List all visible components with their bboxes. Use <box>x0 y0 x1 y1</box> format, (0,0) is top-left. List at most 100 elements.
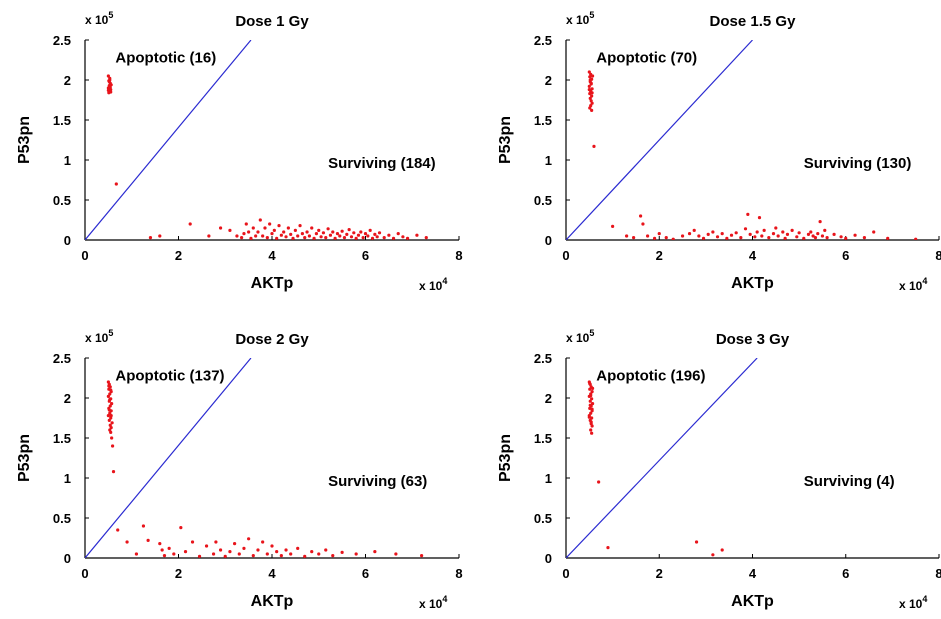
y-tick-label: 0.5 <box>53 511 71 526</box>
data-point <box>632 236 636 240</box>
data-point <box>589 99 593 103</box>
data-point <box>886 236 890 240</box>
data-point <box>310 226 314 230</box>
data-point <box>291 236 295 240</box>
data-point <box>590 87 594 91</box>
y-tick-label: 2 <box>545 73 552 88</box>
data-point <box>664 236 668 240</box>
data-point <box>415 233 419 237</box>
data-point <box>818 220 822 224</box>
annotation: Surviving (4) <box>804 473 895 490</box>
data-points <box>587 380 724 557</box>
data-point <box>588 78 592 82</box>
data-point <box>781 230 785 234</box>
data-point <box>755 230 759 234</box>
x-tick-label: 8 <box>455 248 462 263</box>
data-point <box>588 387 592 391</box>
y-multiplier: x 105 <box>566 10 594 27</box>
data-point <box>172 552 176 556</box>
data-point <box>109 414 113 418</box>
chart-title: Dose 1 Gy <box>235 13 309 30</box>
data-point <box>597 480 601 484</box>
y-tick-label: 0.5 <box>534 511 552 526</box>
y-tick-label: 0 <box>545 233 552 248</box>
data-point <box>284 235 288 239</box>
data-point <box>254 234 258 238</box>
data-point <box>753 235 757 239</box>
data-point <box>286 226 290 230</box>
data-point <box>331 554 335 558</box>
x-tick-label: 4 <box>749 566 757 581</box>
data-point <box>611 224 615 228</box>
data-point <box>347 228 351 232</box>
annotation: Surviving (63) <box>328 473 427 490</box>
data-point <box>110 421 114 425</box>
data-point <box>588 382 592 386</box>
data-point <box>108 78 112 82</box>
data-point <box>734 231 738 235</box>
data-point <box>107 384 111 388</box>
data-point <box>293 228 297 232</box>
data-point <box>806 232 811 236</box>
data-point <box>590 431 594 435</box>
data-point <box>762 228 766 232</box>
data-point <box>258 218 262 222</box>
data-point <box>391 236 396 240</box>
data-point <box>783 236 787 240</box>
data-point <box>296 234 300 238</box>
data-point <box>109 388 113 392</box>
data-point <box>377 231 382 235</box>
data-point <box>345 232 349 236</box>
data-point <box>811 234 815 238</box>
data-point <box>275 236 279 240</box>
data-point <box>277 224 281 228</box>
data-point <box>774 226 778 230</box>
x-multiplier: x 104 <box>899 276 927 293</box>
data-point <box>706 232 710 236</box>
data-point <box>106 74 110 78</box>
chart-title: Dose 2 Gy <box>235 331 309 348</box>
y-tick-label: 1.5 <box>534 431 552 446</box>
data-points <box>106 74 428 240</box>
y-axis-label: P53pn <box>16 116 33 164</box>
data-points <box>587 70 918 240</box>
data-point <box>158 234 162 238</box>
data-point <box>160 548 164 552</box>
data-point <box>235 234 239 238</box>
data-point <box>729 233 734 237</box>
data-point <box>233 542 237 546</box>
chart-panel-2: 0 2 4 6 8 0 0.5 1 1.5 2 2.5 Dose 1.5 Gy AKTp P53pn x 1… <box>497 10 941 293</box>
data-point <box>249 236 253 240</box>
x-tick-label: 8 <box>935 566 941 581</box>
data-point <box>366 234 370 238</box>
data-point <box>109 416 113 420</box>
data-point <box>872 230 876 234</box>
data-point <box>106 414 110 418</box>
data-point <box>405 236 410 240</box>
annotation: Surviving (130) <box>804 155 912 172</box>
data-point <box>725 236 729 240</box>
data-point <box>641 222 645 226</box>
data-point <box>816 232 820 236</box>
data-point <box>335 232 340 236</box>
data-point <box>106 380 110 384</box>
data-point <box>303 236 307 240</box>
chart-panel-3: 0 2 4 6 8 0 0.5 1 1.5 2 2.5 Dose 2 Gy AKTp P53pn x 105… <box>16 328 463 611</box>
data-point <box>914 237 918 240</box>
y-multiplier: x 105 <box>85 328 113 345</box>
data-point <box>109 83 113 87</box>
data-point <box>114 182 118 186</box>
y-tick-label: 0.5 <box>534 193 552 208</box>
data-point <box>314 232 319 236</box>
data-point <box>767 236 771 240</box>
data-point <box>671 237 675 240</box>
data-point <box>282 230 286 234</box>
data-point <box>368 228 372 232</box>
chart-panel-4: 0 2 4 6 8 0 0.5 1 1.5 2 2.5 Dose 3 Gy AKTp P53pn x 105… <box>497 328 941 611</box>
x-tick-label: 2 <box>656 566 663 581</box>
data-point <box>324 548 328 552</box>
data-point <box>218 548 223 552</box>
data-point <box>590 407 594 411</box>
data-point <box>107 408 111 412</box>
data-point <box>342 236 347 240</box>
